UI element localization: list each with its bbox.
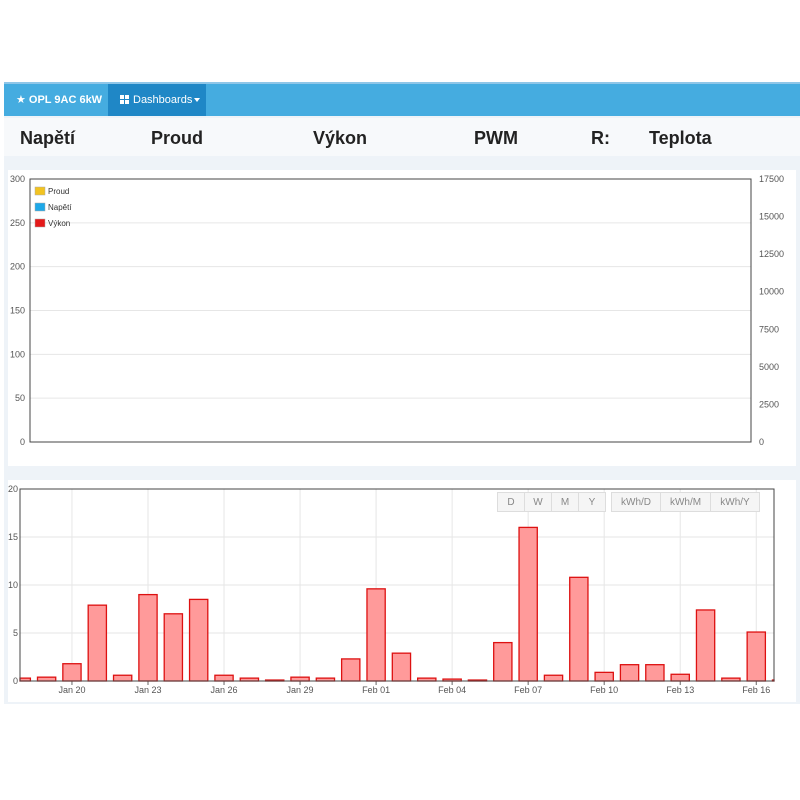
status-bar: Napětí Proud Výkon PWM R: Teplota [4,118,800,156]
energy-bar [569,576,589,682]
daily-line-chart[interactable]: 0 50 100 150 200 250 300 0 2500 5000 7500 10000 1250… [8,170,796,466]
energy-bar [695,609,716,682]
unit-button-kwh-m[interactable]: kWh/M [660,492,711,512]
plot-frame [19,488,775,682]
energy-bar [594,671,614,682]
energy-bar [746,631,767,682]
x-tick-label: Jan 23 [134,685,161,695]
y-right-tick-label: 15000 [759,212,784,222]
energy-bar [493,641,513,682]
y-tick-label: 5 [13,628,18,638]
energy-bar [366,588,386,682]
x-tick-label: Jan 20 [58,685,85,695]
x-tick-label: Feb 04 [438,685,466,695]
energy-bar [62,663,82,682]
energy-bar [87,604,108,682]
energy-bar [36,676,57,682]
x-tick-label: Feb 07 [514,685,542,695]
y-tick-label: 0 [13,676,18,686]
y-left-tick-label: 200 [10,262,25,272]
legend-label: Výkon [48,219,70,228]
y-left-tick-label: 100 [10,349,25,359]
energy-bar [290,676,310,682]
energy-bar [518,526,538,682]
r-label: R: [591,128,610,148]
x-tick-label: Jan 26 [211,685,238,695]
y-left-tick-label: 250 [10,218,25,228]
y-left-tick-label: 150 [10,306,25,316]
legend-swatch [34,186,46,196]
energy-bar [112,674,133,682]
x-tick-label: Jan 29 [287,685,314,695]
legend-swatch [34,202,46,212]
energy-bar [340,658,361,682]
pwm-label: PWM [474,128,518,148]
y-right-tick-label: 10000 [759,287,784,297]
energy-bar [391,652,412,682]
unit-button-kwh-y[interactable]: kWh/Y [710,492,760,512]
energy-bar [543,674,564,682]
grid-icon [120,95,129,104]
x-tick-label: Feb 10 [590,685,618,695]
range-button-m[interactable]: M [551,492,579,512]
x-tick-label: Feb 13 [666,685,694,695]
range-button-w[interactable]: W [524,492,552,512]
y-right-tick-label: 5000 [759,362,779,372]
y-tick-label: 10 [8,580,18,590]
energy-bar [214,674,234,682]
y-right-tick-label: 17500 [759,174,784,184]
legend-label: Proud [48,187,69,196]
y-tick-label: 15 [8,532,18,542]
x-tick-label: Feb 16 [742,685,770,695]
y-right-tick-label: 2500 [759,399,779,409]
proud-label: Proud [151,128,203,148]
range-button-group: D W M Y [497,492,606,512]
energy-bar [619,664,640,682]
energy-bar [163,613,184,682]
y-right-tick-label: 7500 [759,324,779,334]
legend-swatch [34,218,46,228]
y-right-tick-label: 12500 [759,249,784,259]
caret-down-icon [194,98,201,103]
navbar: ★ OPL 9AC 6kW Dashboards [4,84,800,116]
plot-frame [29,178,752,443]
x-tick-label: Feb 01 [362,685,390,695]
y-right-tick-label: 0 [759,437,764,447]
dashboards-dropdown[interactable]: Dashboards [108,84,206,116]
energy-bar [188,598,209,682]
energy-bar [138,593,158,682]
unit-button-kwh-d[interactable]: kWh/D [611,492,661,512]
y-left-tick-label: 0 [20,437,25,447]
y-left-tick-label: 50 [15,393,25,403]
vykon-label: Výkon [313,128,368,148]
y-tick-label: 20 [8,484,18,494]
legend-label: Napětí [48,203,72,212]
range-button-y[interactable]: Y [578,492,606,512]
unit-button-group: kWh/D kWh/M kWh/Y [611,492,760,512]
energy-bar [645,664,665,682]
daily-chart-panel: 0 50 100 150 200 250 300 0 2500 5000 7500 10000 1250… [8,170,796,466]
range-button-d[interactable]: D [497,492,525,512]
dashboard-app: ★ OPL 9AC 6kW Dashboards Napětí Proud Vý… [4,82,800,704]
energy-bar [670,673,690,682]
brand-link[interactable]: ★ OPL 9AC 6kW [16,94,103,106]
energy-chart-panel: 0 5 10 15 20 Jan 20 Jan 23 Jan 26 Jan 29 Feb 01 Fe… [8,480,796,702]
dashboards-label: Dashboards [133,94,193,106]
teplota-label: Teplota [649,128,712,148]
napeti-label: Napětí [20,128,76,148]
daily-energy-bar-chart[interactable]: 0 5 10 15 20 Jan 20 Jan 23 Jan 26 Jan 29 Feb 01 Fe… [8,480,796,702]
y-left-tick-label: 300 [10,174,25,184]
